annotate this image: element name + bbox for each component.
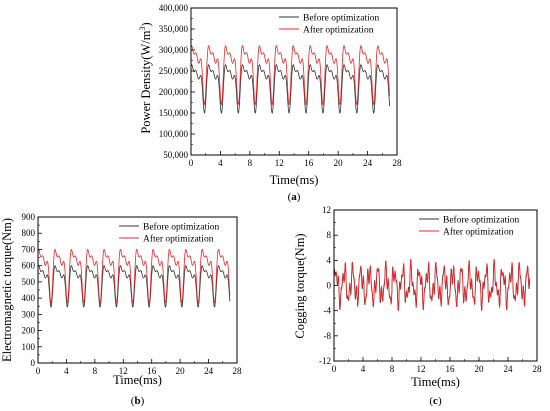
series-line-after-optimization bbox=[191, 45, 391, 106]
x-tick-label: 24 bbox=[204, 366, 214, 376]
y-tick-label: -12 bbox=[319, 356, 331, 366]
x-tick-label: 16 bbox=[304, 158, 314, 168]
legend-label-after: After optimization bbox=[443, 227, 514, 238]
x-tick-label: 8 bbox=[248, 158, 253, 168]
y-axis-label-sup: 3 bbox=[138, 27, 147, 31]
x-tick-label: 4 bbox=[218, 158, 223, 168]
x-tick-label: 28 bbox=[393, 158, 403, 168]
y-tick-label: 250,000 bbox=[159, 66, 189, 76]
y-tick-label: 400 bbox=[22, 293, 36, 303]
y-axis-label-suffix: ) bbox=[139, 22, 153, 26]
y-tick-label: 300 bbox=[22, 309, 36, 319]
y-tick-label: -4 bbox=[324, 306, 332, 316]
x-tick-label: 16 bbox=[446, 364, 456, 374]
y-axis-label-main: Power Density(W/m bbox=[139, 30, 153, 133]
x-tick-label: 12 bbox=[417, 364, 426, 374]
y-tick-label: 100 bbox=[22, 342, 36, 352]
legend-label-after: After optimization bbox=[143, 234, 214, 245]
y-axis-label: Cogging torque(Nm) bbox=[293, 233, 307, 338]
y-tick-label: 600 bbox=[22, 261, 36, 271]
x-tick-label: 28 bbox=[233, 366, 243, 376]
y-tick-label: 400,000 bbox=[159, 3, 189, 13]
series-line-before-optimization bbox=[38, 265, 231, 308]
y-tick-label: 0 bbox=[327, 281, 332, 291]
series-line-after-optimization bbox=[334, 259, 531, 312]
x-axis-label: Time(ms) bbox=[411, 375, 460, 389]
panel-letter: b bbox=[134, 395, 140, 407]
x-tick-label: 24 bbox=[363, 158, 373, 168]
x-tick-label: 0 bbox=[189, 158, 194, 168]
x-axis-label: Time(ms) bbox=[270, 173, 319, 187]
legend-label-before: Before optimization bbox=[143, 222, 219, 233]
y-axis-label: Power Density(W/m3) bbox=[138, 22, 153, 133]
y-tick-label: 150,000 bbox=[159, 108, 189, 118]
y-tick-label: 200,000 bbox=[159, 87, 189, 97]
panel-label: (a) bbox=[288, 191, 301, 203]
legend-label-before: Before optimization bbox=[303, 13, 379, 24]
panel-letter: c bbox=[433, 395, 438, 407]
panel-letter: a bbox=[291, 191, 297, 203]
y-tick-label: 350,000 bbox=[159, 24, 189, 34]
y-axis-label: Electromagnetic torque(Nm) bbox=[0, 218, 14, 362]
y-tick-label: 0 bbox=[31, 358, 36, 368]
series-line-before-optimization bbox=[191, 64, 391, 114]
y-tick-label: 8 bbox=[327, 230, 332, 240]
x-tick-label: 4 bbox=[64, 366, 69, 376]
y-tick-label: 700 bbox=[22, 244, 36, 254]
chart-panel-a: 0 4 8 12 16 20 24 28 50,000 100,000 150,000 200,000… bbox=[138, 3, 402, 203]
panel-label: (c) bbox=[429, 395, 442, 407]
x-tick-label: 24 bbox=[504, 364, 514, 374]
y-tick-label: 4 bbox=[327, 255, 332, 265]
x-tick-label: 20 bbox=[475, 364, 485, 374]
x-tick-label: 8 bbox=[390, 364, 395, 374]
chart-panel-c: 0 4 8 12 16 20 24 28-12-8-404812Time(ms)Cogging… bbox=[293, 205, 542, 407]
x-tick-label: 16 bbox=[147, 366, 157, 376]
y-tick-label: 800 bbox=[22, 228, 36, 238]
series-line-after-optimization bbox=[38, 248, 231, 304]
x-tick-label: 28 bbox=[533, 364, 543, 374]
x-tick-label: 20 bbox=[334, 158, 344, 168]
x-tick-label: 0 bbox=[332, 364, 337, 374]
x-tick-label: 12 bbox=[275, 158, 284, 168]
y-tick-label: 200 bbox=[22, 326, 36, 336]
panel-label: (b) bbox=[131, 395, 145, 407]
legend-label-before: Before optimization bbox=[443, 215, 519, 226]
y-tick-label: -8 bbox=[324, 331, 332, 341]
y-tick-label: 12 bbox=[322, 205, 331, 215]
y-tick-label: 500 bbox=[22, 277, 36, 287]
y-tick-label: 50,000 bbox=[163, 150, 188, 160]
x-tick-label: 0 bbox=[36, 366, 41, 376]
chart-panel-b: 0 4 8 12 16 20 24 28 0 100 200 300 400 500 600 700 800 90… bbox=[0, 212, 242, 407]
x-tick-label: 12 bbox=[119, 366, 128, 376]
y-tick-label: 900 bbox=[22, 212, 36, 222]
y-tick-label: 300,000 bbox=[159, 45, 189, 55]
x-tick-label: 4 bbox=[361, 364, 366, 374]
legend-label-after: After optimization bbox=[303, 25, 374, 36]
x-tick-label: 8 bbox=[93, 366, 98, 376]
x-tick-label: 20 bbox=[176, 366, 186, 376]
x-axis-label: Time(ms) bbox=[113, 373, 162, 387]
y-tick-label: 100,000 bbox=[159, 129, 189, 139]
